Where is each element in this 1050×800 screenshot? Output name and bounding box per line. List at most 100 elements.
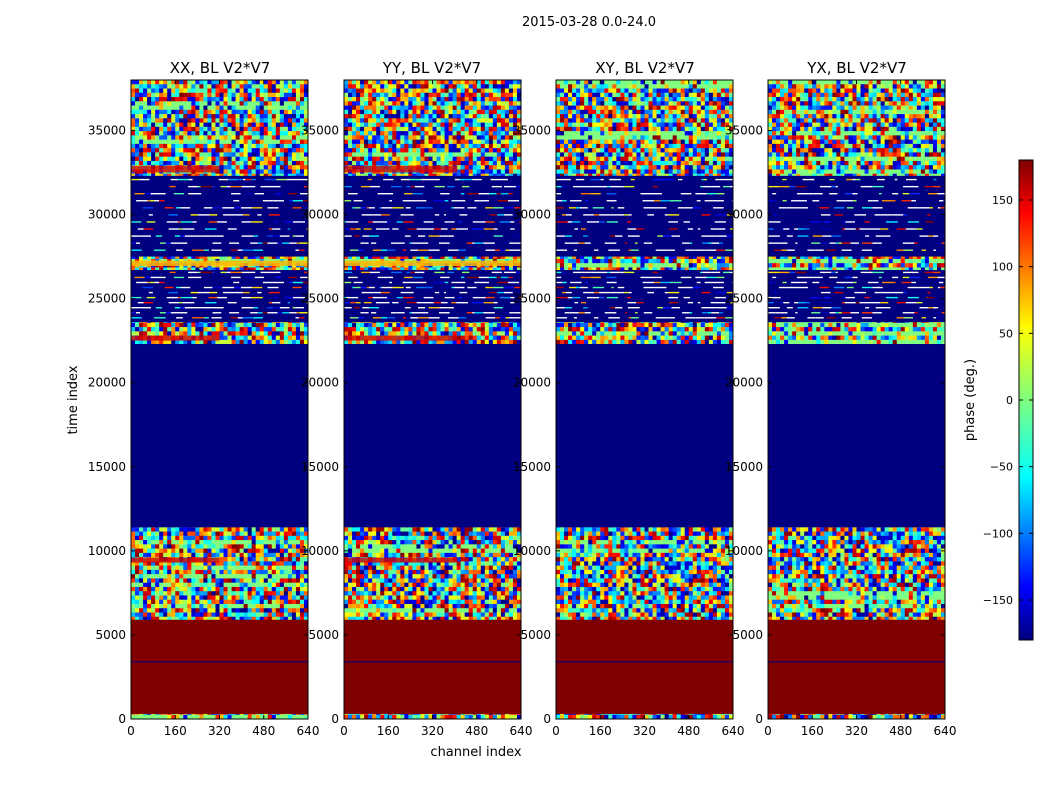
heatmap-cell [303, 122, 308, 128]
heatmap-cell [295, 156, 301, 162]
heatmap-cell [143, 131, 148, 136]
heatmap-cell [295, 557, 301, 562]
heatmap-cell [235, 143, 241, 149]
heatmap-cell [147, 331, 152, 336]
heatmap-cell [299, 254, 305, 260]
heatmap-cell [167, 80, 172, 85]
heatmap-cell [287, 327, 293, 332]
heatmap-cell [267, 139, 273, 145]
heatmap-cell [255, 552, 261, 558]
heatmap-cell [179, 561, 184, 567]
heatmap-cell [291, 160, 297, 166]
heatmap-cell [271, 160, 277, 166]
heatmap-cell [303, 527, 308, 532]
heatmap-cell [135, 80, 140, 85]
heatmap-cell [195, 561, 200, 567]
heatmap-cell [223, 101, 228, 106]
heatmap-cell [259, 114, 265, 119]
heatmap-cell [187, 97, 192, 102]
heatmap-cell [239, 126, 245, 132]
heatmap-cell [259, 105, 265, 111]
heatmap-cell [295, 552, 301, 558]
heatmap-cell [259, 535, 265, 541]
heatmap-cell [207, 131, 212, 136]
heatmap-cell [199, 126, 204, 132]
heatmap-cell [195, 527, 200, 532]
heatmap-cell [131, 148, 136, 153]
heatmap-cell [135, 148, 140, 153]
heatmap-cell [207, 160, 212, 166]
heatmap-cell [271, 105, 277, 111]
heatmap-cell [215, 101, 220, 106]
heatmap-cell [227, 122, 232, 128]
heatmap-cell [167, 548, 172, 554]
heatmap-cell [183, 160, 188, 166]
heatmap-cell [143, 327, 148, 332]
heatmap-cell [195, 540, 200, 545]
heatmap-cell [215, 561, 220, 567]
heatmap-cell [167, 114, 172, 119]
heatmap-cell [275, 540, 281, 545]
heatmap-cell [279, 84, 285, 89]
heatmap-cell [287, 135, 293, 141]
heatmap-cell [159, 561, 164, 567]
heatmap-cell [215, 109, 220, 115]
heatmap-cell [291, 331, 297, 336]
heatmap-cell [175, 561, 180, 567]
heatmap-cell [251, 118, 257, 123]
heatmap-cell [279, 254, 285, 260]
heatmap-cell [143, 322, 148, 328]
heatmap-cell [155, 527, 160, 532]
heatmap-cell [159, 160, 164, 166]
heatmap-cell [243, 148, 249, 153]
heatmap-cell [255, 139, 261, 145]
heatmap-cell [243, 160, 249, 166]
heatmap-cell [139, 122, 144, 128]
heatmap-cell [131, 561, 136, 567]
heatmap-cell [259, 139, 265, 145]
heatmap-cell [163, 267, 168, 273]
heatmap-cell [211, 552, 216, 558]
heatmap-cell [135, 527, 140, 532]
heatmap-cell [243, 544, 249, 549]
heatmap-cell [247, 160, 253, 166]
heatmap-cell [299, 114, 305, 119]
heatmap-cell [143, 531, 148, 537]
heatmap-cell [235, 544, 241, 549]
heatmap-cell [295, 97, 301, 102]
heatmap-cell [211, 92, 216, 98]
heatmap-cell [231, 109, 236, 115]
heatmap-cell [267, 254, 273, 260]
plot-area-xx: 0 160 320 480 640050001000015000200002500030… [88, 79, 319, 738]
heatmap-cell [239, 131, 245, 136]
heatmap-cell [251, 254, 257, 260]
heatmap-cell [211, 156, 216, 162]
heatmap-cell [139, 97, 144, 102]
heatmap-cell [227, 97, 232, 102]
heatmap-cell [223, 148, 228, 153]
heatmap-cell [227, 552, 232, 558]
heatmap-cell [239, 88, 245, 94]
heatmap-cell [275, 531, 281, 537]
heatmap-cell [231, 339, 236, 345]
heatmap-cell [199, 118, 204, 123]
heatmap-cell [235, 254, 241, 260]
heatmap-cell [167, 92, 172, 98]
heatmap-cell [303, 114, 308, 119]
heatmap-cell [175, 122, 180, 128]
heatmap-cell [159, 156, 164, 162]
heatmap-cell [219, 114, 224, 119]
heatmap-cell [271, 131, 277, 136]
heatmap-cell [283, 254, 289, 260]
heatmap-cell [215, 143, 220, 149]
heatmap-cell [203, 552, 208, 558]
heatmap-cell [283, 80, 289, 85]
heatmap-cell [247, 135, 253, 141]
heatmap-cell [199, 139, 204, 145]
heatmap-cell [259, 152, 265, 158]
heatmap-cell [155, 544, 160, 549]
heatmap-cell [143, 156, 148, 162]
heatmap-cell [151, 531, 156, 537]
heatmap-cell [259, 126, 265, 132]
heatmap-cell [251, 131, 257, 136]
